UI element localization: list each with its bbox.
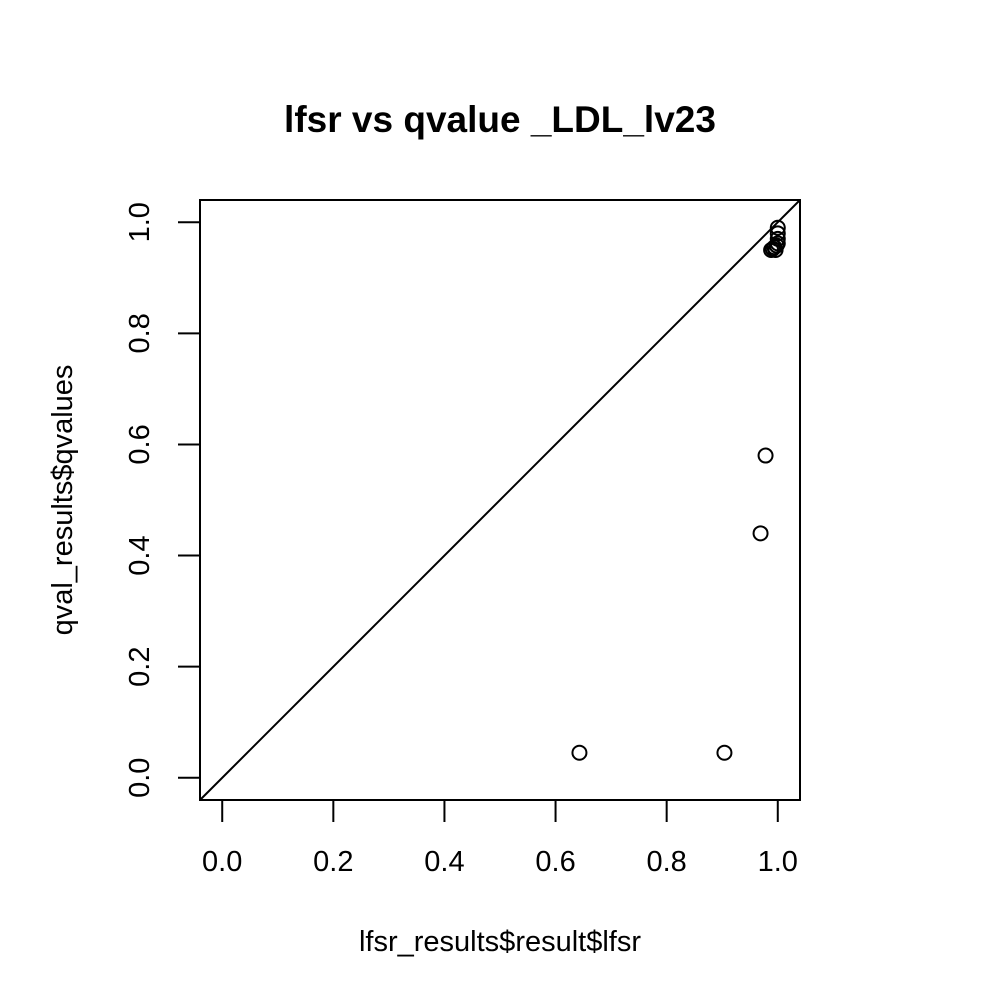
data-point <box>716 744 733 761</box>
data-point <box>571 744 588 761</box>
x-tick-label: 1.0 <box>758 846 798 878</box>
x-tick-label: 0.8 <box>647 846 687 878</box>
x-tick-label: 0.6 <box>535 846 575 878</box>
x-axis: 0.0 0.2 0.4 0.6 0.8 1.0 <box>202 799 798 878</box>
x-tick-label: 0.4 <box>424 846 464 878</box>
y-tick-label: 0.6 <box>124 424 156 464</box>
data-point <box>769 230 786 247</box>
y-tick-label: 0.8 <box>124 313 156 353</box>
y-axis: 0.0 0.2 0.4 0.6 0.8 1.0 <box>124 202 201 798</box>
reference-line-y-equals-x <box>199 199 801 801</box>
data-point <box>752 525 769 542</box>
data-point <box>769 219 786 236</box>
y-axis-label: qval_results$qvalues <box>47 365 79 636</box>
y-tick-label: 0.2 <box>124 647 156 687</box>
y-tick-label: 1.0 <box>124 202 156 242</box>
data-point <box>757 447 774 464</box>
y-tick-label: 0.4 <box>124 535 156 575</box>
y-tick-label: 0.0 <box>124 758 156 798</box>
x-tick-label: 0.2 <box>313 846 353 878</box>
chart-title: lfsr vs qvalue _LDL_lv23 <box>284 99 716 140</box>
x-tick-label: 0.0 <box>202 846 242 878</box>
data-point <box>769 225 786 242</box>
data-points <box>571 219 786 761</box>
data-point <box>769 235 786 252</box>
x-axis-label: lfsr_results$result$lfsr <box>359 926 641 958</box>
